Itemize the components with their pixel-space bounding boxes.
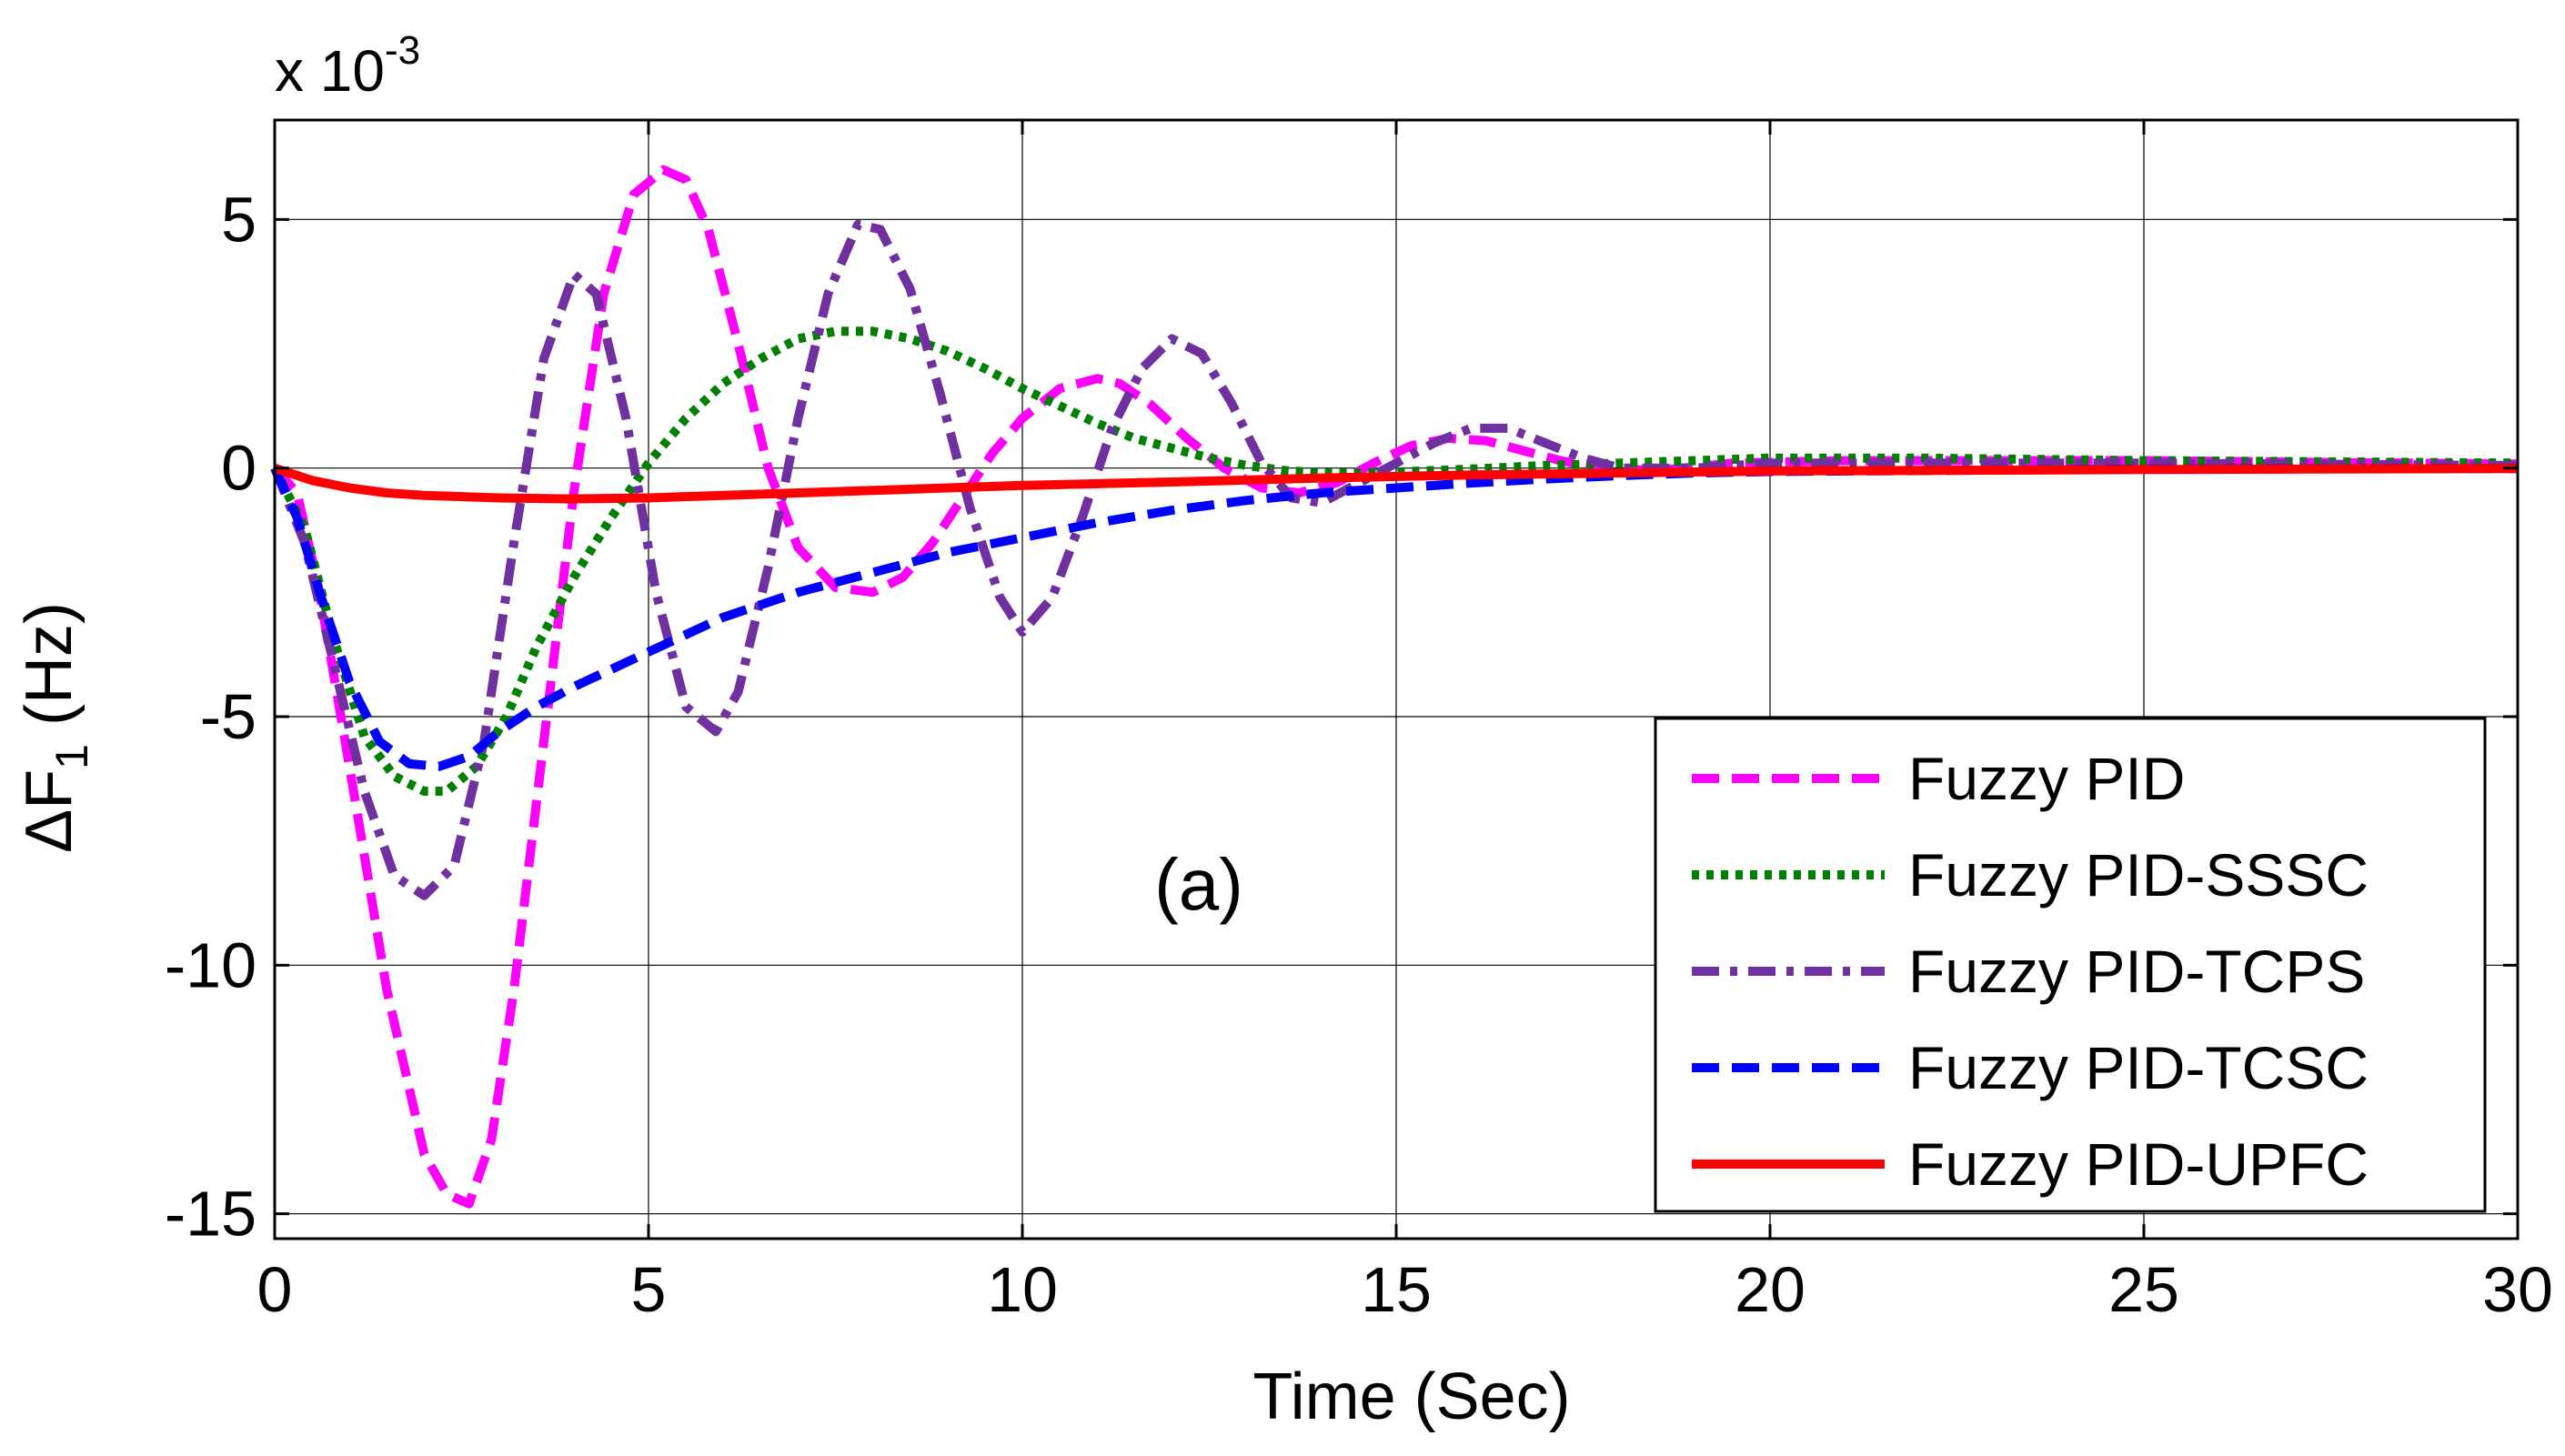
legend: Fuzzy PID Fuzzy PID-SSSC Fuzzy PID-TCPS Fuz…: [1654, 717, 2487, 1213]
x-axis-label: Time (Sec): [1252, 1361, 1570, 1433]
legend-label-fuzzy-pid-upfc: Fuzzy PID-UPFC: [1908, 1130, 2369, 1198]
y-axis-label: ΔF1 (Hz): [13, 602, 97, 853]
y-tick-label: 0: [221, 433, 256, 504]
x-tick-label: 10: [987, 1254, 1058, 1325]
x-tick-label: 0: [257, 1254, 293, 1325]
exponent-label: x 10-3: [275, 28, 420, 104]
legend-box: [1654, 717, 2487, 1213]
x-tick-label: 20: [1735, 1254, 1806, 1325]
exponent-base: x 10: [275, 38, 385, 104]
y-tick-label: -15: [165, 1179, 256, 1250]
series-line-fuzzy-pid-upfc: [273, 463, 2519, 504]
x-tick-label: 25: [2108, 1254, 2179, 1325]
subfigure-label: (a): [1154, 844, 1243, 925]
y-axis-label-subscript: 1: [46, 744, 97, 769]
x-tick-label: 15: [1361, 1254, 1432, 1325]
y-tick-label: -10: [165, 929, 256, 1000]
legend-label-fuzzy-pid: Fuzzy PID: [1908, 745, 2185, 812]
axis-ticks: 0 5 10 15 20 25 30 5 0 -5 -10 -15: [165, 120, 2553, 1325]
series-line-fuzzy-pid: [271, 165, 2519, 1209]
exponent-power: -3: [385, 28, 420, 73]
legend-label-fuzzy-pid-tcsc: Fuzzy PID-TCSC: [1908, 1034, 2369, 1101]
data-series: [270, 165, 2519, 1209]
y-tick-label: 5: [221, 184, 256, 255]
legend-items: Fuzzy PID Fuzzy PID-SSSC Fuzzy PID-TCPS Fuz…: [1692, 745, 2369, 1198]
x-tick-label: 30: [2482, 1254, 2553, 1325]
x-tick-label: 5: [631, 1254, 667, 1325]
y-tick-label: -5: [200, 681, 256, 752]
y-axis-label-suffix: (Hz): [13, 602, 86, 744]
legend-label-fuzzy-pid-tcps: Fuzzy PID-TCPS: [1908, 938, 2365, 1005]
series-line-fuzzy-pid-sssc: [270, 326, 2519, 796]
y-axis-label-prefix: ΔF: [13, 769, 86, 853]
legend-label-fuzzy-pid-sssc: Fuzzy PID-SSSC: [1908, 841, 2369, 909]
series-line-fuzzy-pid-tcps: [270, 219, 2519, 900]
